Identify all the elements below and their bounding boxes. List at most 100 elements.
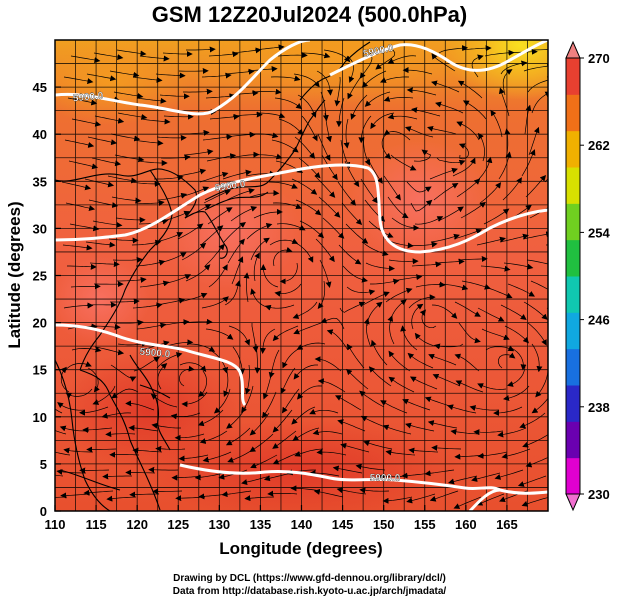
streamline [201,72,232,79]
streamline [156,134,187,141]
streamline [116,49,147,57]
streamline [312,429,343,436]
streamline [483,208,510,225]
colorbar-swatch [566,457,580,495]
streamline [63,76,94,85]
streamline [231,47,262,54]
streamline [363,440,393,450]
streamline [294,136,316,159]
streamline [370,339,388,366]
streamline [111,388,139,399]
svg-text:5900.0: 5900.0 [370,473,401,484]
streamline [259,328,276,354]
streamline [383,175,401,201]
x-axis-ticks: 110 115 120 125 130 135 140 145 150 155 160 165 [45,505,518,532]
streamline [293,73,320,88]
streamline [456,178,481,198]
streamline [132,302,163,309]
streamline [314,175,336,198]
streamline [504,325,529,344]
streamline [227,238,245,264]
streamline [223,367,229,398]
streamline [91,157,122,167]
streamline [203,189,231,204]
streamline [208,264,228,288]
streamline [226,406,247,429]
streamline [115,216,146,223]
streamline [437,206,464,222]
colorbar-swatch [566,203,580,241]
streamline [274,283,302,297]
streamline [320,91,329,122]
streamline [249,433,274,453]
streamline [102,473,132,480]
streamline [157,363,168,390]
streamline [309,408,339,415]
streamline [336,487,367,495]
streamline [501,448,531,459]
streamline [361,241,389,257]
streamline [202,451,232,463]
streamline [227,448,255,463]
streamline [228,90,259,97]
streamline [424,469,455,477]
streamline [177,223,204,240]
streamline [267,490,298,497]
streamline [415,281,446,288]
streamline [254,44,285,51]
streamline [262,370,273,400]
streamline [110,298,140,305]
streamline [201,296,229,309]
x-tick-label: 115 [86,517,107,532]
streamline [391,217,420,231]
streamline [112,256,143,263]
streamline [346,368,369,390]
streamline [359,487,390,494]
streamline [155,445,186,452]
streamline [105,431,136,438]
streamline [447,404,477,414]
colorbar-swatch [566,385,580,422]
streamline [388,376,415,393]
streamline [101,412,132,419]
streamline [527,322,547,346]
contour-label: 5900.0 [370,473,401,484]
streamline [67,263,97,270]
streamline [248,132,279,139]
streamline [55,408,63,414]
streamline [114,154,145,163]
streamline [200,225,224,246]
streamline [522,434,548,448]
streamline [157,192,188,201]
streamline [205,93,236,100]
streamline [199,171,229,183]
streamline [155,297,186,306]
streamline [251,88,282,95]
streamline [507,283,535,297]
streamline [385,449,416,456]
streamline [204,243,225,267]
streamline [152,488,183,495]
streamline [159,93,190,100]
streamline [256,112,286,119]
streamline [503,262,534,270]
streamline [226,188,255,201]
credits-footer: Drawing by DCL (https://www.gfd-dennou.o… [0,572,619,598]
streamline [350,94,368,120]
streamline [498,87,510,117]
streamline [521,497,548,507]
streamline [477,451,508,459]
streamline [461,45,492,52]
streamline [454,301,481,317]
streamline [278,118,304,136]
streamline [321,154,338,181]
streamline [85,241,116,248]
streamline [479,182,502,204]
streamline [517,475,547,487]
streamline [65,388,93,399]
streamline [277,52,308,59]
streamline [408,447,439,454]
streamline [343,118,350,149]
streamline [319,259,332,288]
streamline [361,70,387,88]
